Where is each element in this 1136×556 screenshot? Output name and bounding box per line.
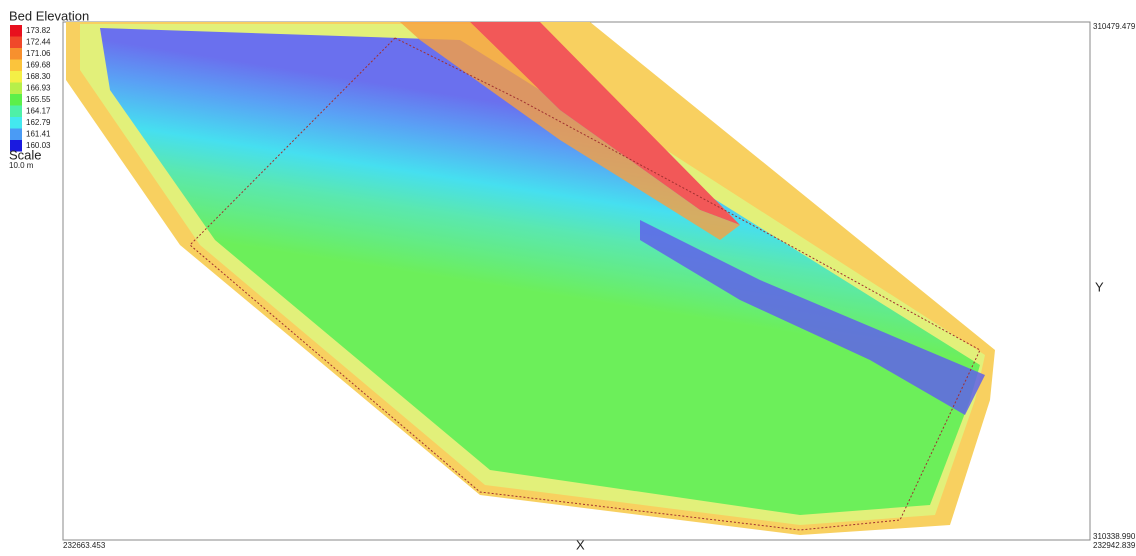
legend-label: 162.79 <box>26 118 51 127</box>
legend-label: 172.44 <box>26 37 51 46</box>
legend-swatch <box>10 129 22 141</box>
legend-label: 168.30 <box>26 72 51 81</box>
legend-label: 161.41 <box>26 129 51 138</box>
legend-swatch <box>10 106 22 118</box>
y-max: 310479.479 <box>1093 22 1136 31</box>
legend-swatch <box>10 117 22 129</box>
legend-swatch <box>10 94 22 106</box>
legend-swatch <box>10 48 22 60</box>
y-min: 310338.990 <box>1093 532 1136 541</box>
scale-value: 10.0 m <box>9 161 34 170</box>
x-max: 232942.839 <box>1093 541 1136 550</box>
legend-label: 165.55 <box>26 95 51 104</box>
legend-swatch <box>10 71 22 83</box>
legend-label: 164.17 <box>26 106 51 115</box>
legend: 173.82 172.44 171.06 169.68 168.30 166.93 165.… <box>10 25 51 152</box>
legend-swatch <box>10 60 22 72</box>
legend-swatch <box>10 37 22 49</box>
legend-swatch <box>10 83 22 95</box>
legend-label: 171.06 <box>26 49 51 58</box>
legend-label: 173.82 <box>26 26 51 35</box>
legend-swatch <box>10 25 22 37</box>
legend-label: 166.93 <box>26 83 51 92</box>
legend-label: 169.68 <box>26 60 51 69</box>
y-label: Y <box>1095 279 1104 294</box>
x-min: 232663.453 <box>63 541 106 550</box>
map-view: Bed Elevation 173.82 172.44 171.06 169.68 16… <box>0 0 1136 551</box>
x-label: X <box>576 537 585 551</box>
legend-title: Bed Elevation <box>9 8 89 23</box>
